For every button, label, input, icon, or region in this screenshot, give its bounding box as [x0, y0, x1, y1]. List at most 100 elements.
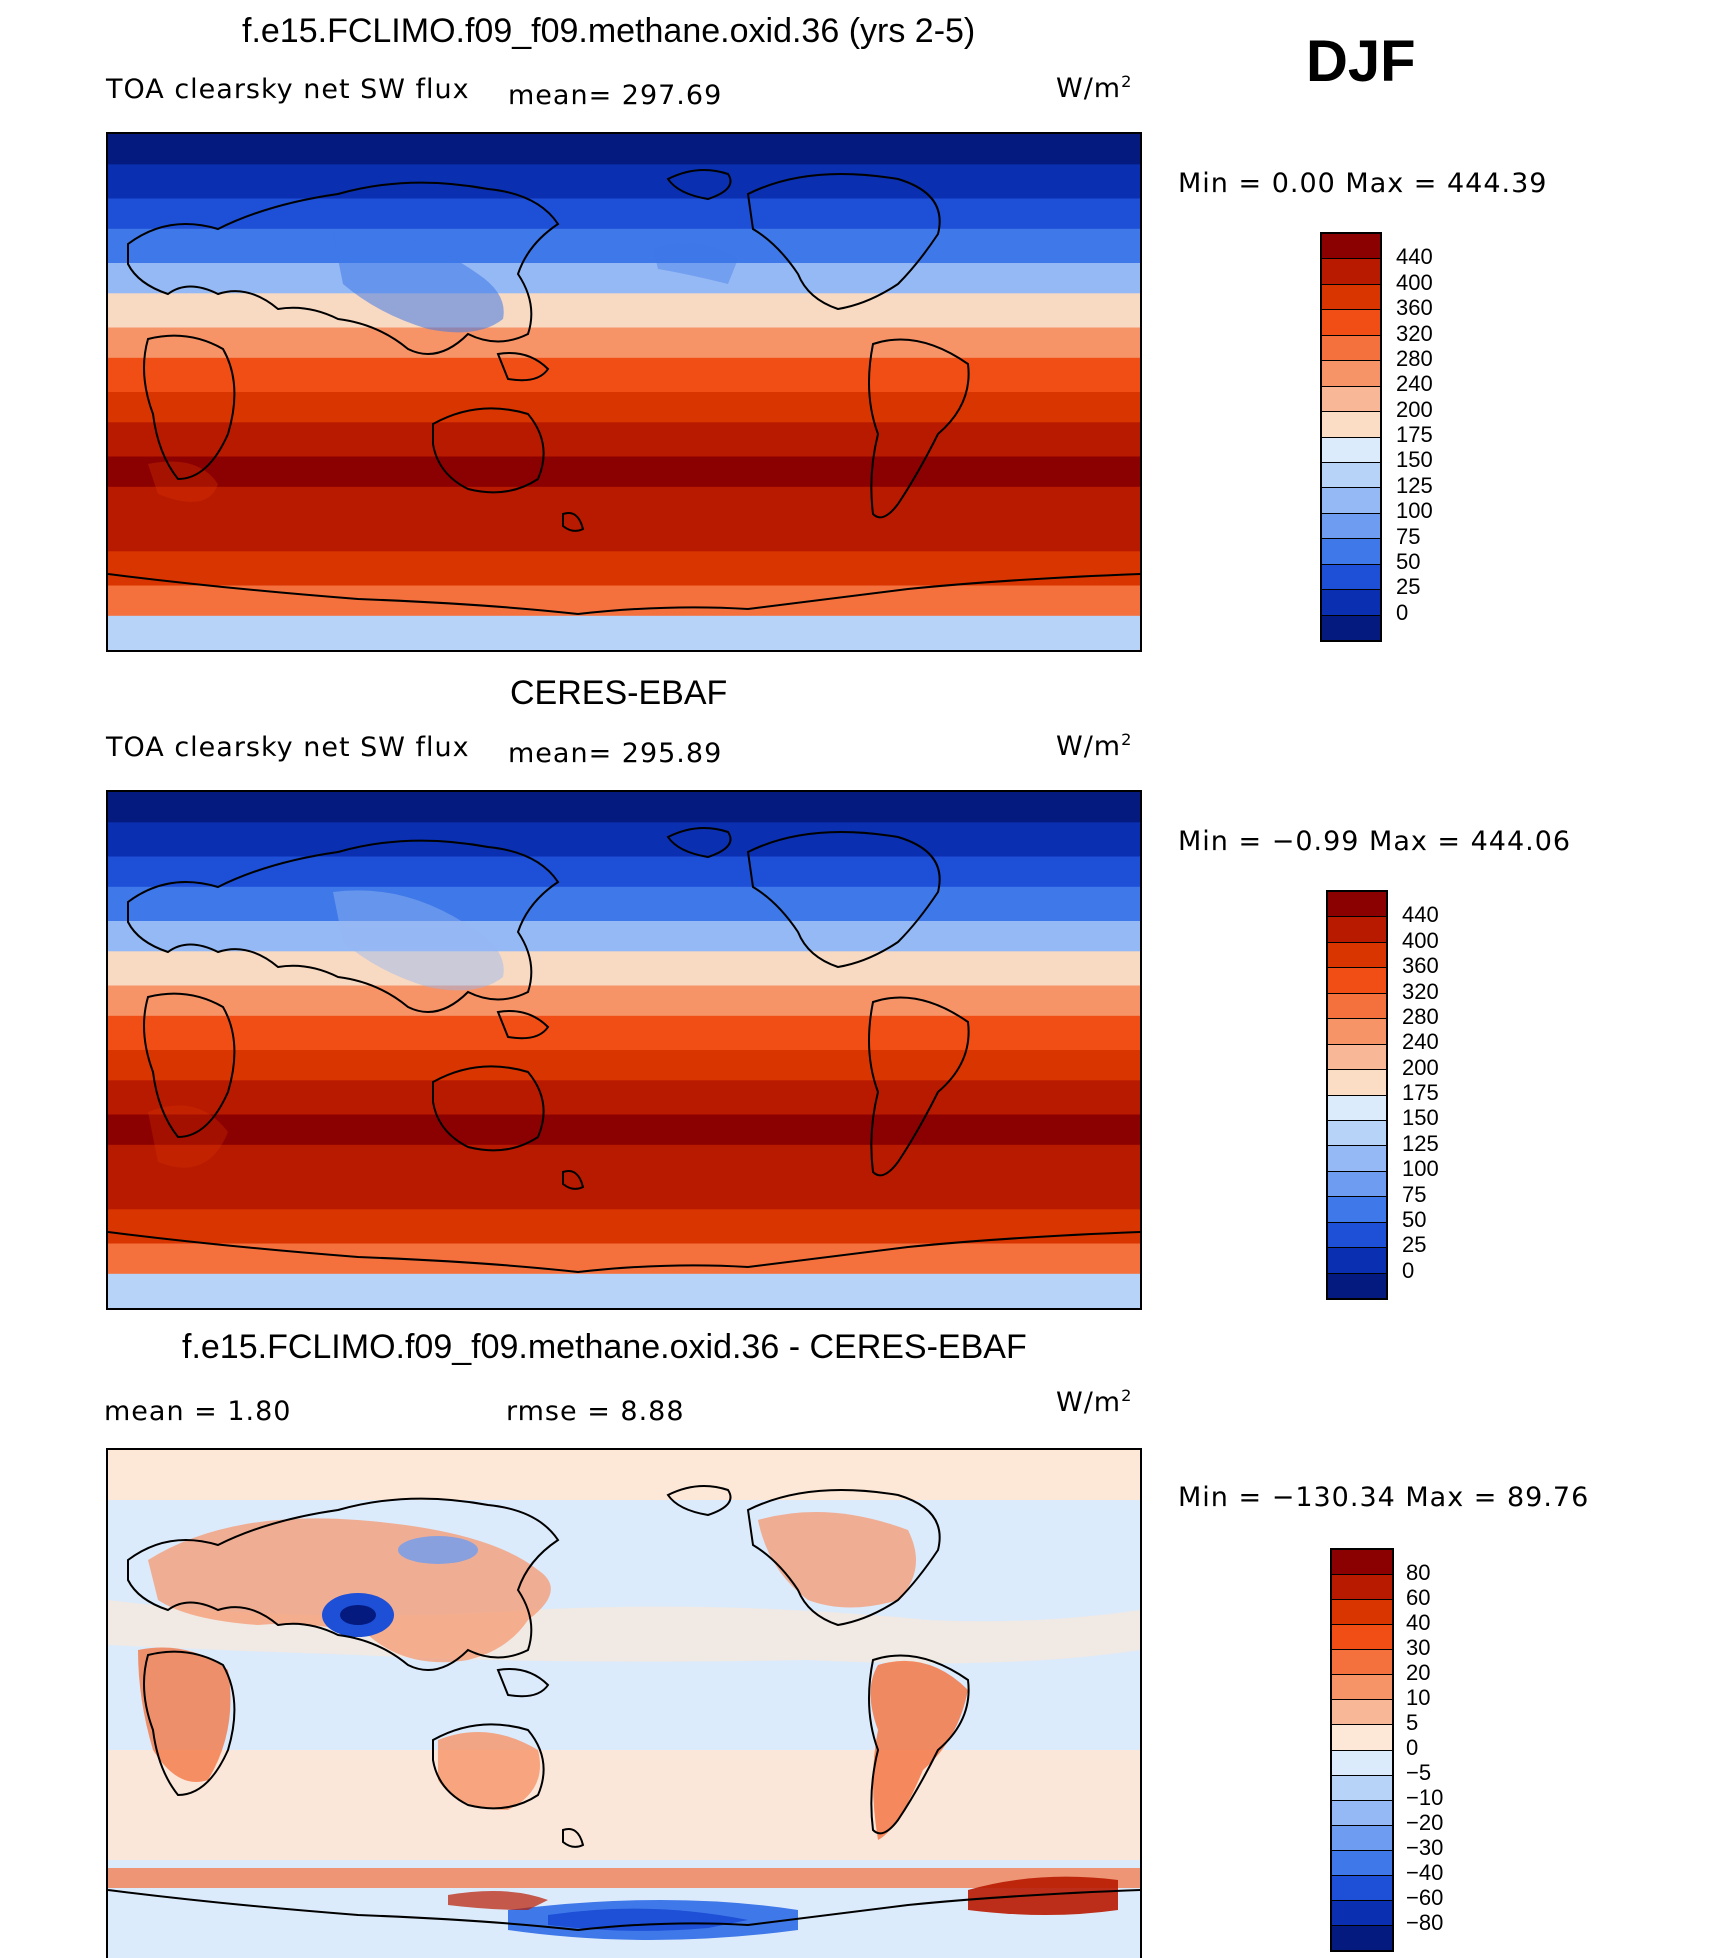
- coastline: [127, 839, 560, 1013]
- colorbar-tick-label: 175: [1402, 1080, 1439, 1105]
- colorbar-tick-label: −40: [1406, 1860, 1444, 1885]
- colorbar-tick-label: 80: [1406, 1560, 1431, 1585]
- colorbar-tick-label: −10: [1406, 1785, 1444, 1810]
- flux-band: [108, 921, 1140, 958]
- sw-bands-1: [108, 134, 1140, 650]
- colorbar-tick-label: 100: [1396, 498, 1433, 524]
- colorbar-swatch: [1332, 1800, 1392, 1826]
- panel-2-title: CERES-EBAF: [510, 674, 728, 712]
- flux-band: [108, 1050, 1140, 1087]
- coastline: [496, 1010, 550, 1040]
- panel-3-colorbar: [1330, 1548, 1394, 1952]
- flux-band: [108, 615, 1140, 650]
- colorbar-tick-label: 440: [1402, 902, 1439, 928]
- coastline: [666, 1485, 732, 1517]
- panel-3-colorbar-labels: 80 60 40 30 20 10 5 0 −5 −10 −20 −30 −40 −60 −80: [1406, 1548, 1496, 1948]
- colorbar-tick-label: 320: [1396, 320, 1433, 346]
- flux-band: [108, 1179, 1140, 1216]
- panel-2-colorbar: [1326, 890, 1388, 1300]
- colorbar-tick-label: 150: [1402, 1105, 1439, 1131]
- colorbar-swatch: [1322, 564, 1380, 591]
- colorbar-tick-label: 240: [1402, 1029, 1439, 1055]
- coastline: [432, 1065, 545, 1152]
- panel-3-map-svg: [108, 1450, 1140, 1958]
- colorbar-swatch: [1332, 1625, 1392, 1651]
- coastline: [562, 1170, 585, 1190]
- colorbar-tick-label: 20: [1406, 1660, 1431, 1685]
- colorbar-tick-label: 280: [1396, 345, 1433, 371]
- colorbar-swatch: [1328, 1095, 1386, 1121]
- colorbar-swatch: [1332, 1900, 1392, 1926]
- flux-band: [108, 392, 1140, 429]
- coastline: [746, 831, 941, 969]
- flux-band: [108, 164, 1140, 201]
- colorbar-tick-label: 25: [1396, 574, 1421, 600]
- colorbar-tick-label: 5: [1406, 1710, 1419, 1735]
- panel-1-units: W/m2: [1056, 72, 1133, 104]
- flux-band: [108, 198, 1140, 235]
- flux-band: [108, 357, 1140, 395]
- flux-band: [108, 456, 1140, 493]
- season-label: DJF: [1306, 29, 1416, 94]
- colorbar-swatch: [1328, 1019, 1386, 1045]
- colorbar-swatch: [1328, 1120, 1386, 1147]
- panel-1-minmax: Min = 0.00 Max = 444.39: [1178, 168, 1548, 199]
- colorbar-tick-label: 175: [1396, 422, 1433, 447]
- panel-3-title: f.e15.FCLIMO.f09_f09.methane.oxid.36 - C…: [182, 1328, 1027, 1366]
- flux-band: [108, 521, 1140, 558]
- panel-2-map-svg: [108, 792, 1140, 1308]
- colorbar-swatch: [1322, 513, 1380, 540]
- panel-2-minmax: Min = −0.99 Max = 444.06: [1178, 826, 1572, 857]
- colorbar-tick-label: 280: [1402, 1003, 1439, 1029]
- panel-1-colorbar-labels: 440 400 360 320 280 240 200 175 150 125 100 75 50 25 0: [1396, 232, 1486, 638]
- colorbar-swatch: [1332, 1850, 1392, 1876]
- colorbar-swatch: [1332, 1675, 1392, 1701]
- coastline: [496, 1668, 550, 1698]
- panel-1-title: f.e15.FCLIMO.f09_f09.methane.oxid.36 (yr…: [242, 12, 976, 50]
- colorbar-tick-label: 100: [1402, 1156, 1439, 1182]
- flux-band: [108, 228, 1140, 266]
- colorbar-tick-label: 0: [1406, 1735, 1419, 1760]
- flux-band: [108, 134, 1140, 171]
- panel-1-mean: mean= 297.69: [508, 80, 723, 111]
- coastline: [562, 512, 585, 532]
- colorbar-swatch: [1328, 1146, 1386, 1172]
- colorbar-swatch: [1322, 539, 1380, 565]
- coastline: [143, 992, 236, 1139]
- colorbar-swatch: [1328, 1044, 1386, 1071]
- flux-band: [108, 856, 1140, 893]
- colorbar-swatch: [1332, 1925, 1392, 1950]
- colorbar-swatch: [1322, 590, 1380, 616]
- flux-band: [108, 951, 1140, 988]
- colorbar-tick-label: 360: [1402, 953, 1439, 979]
- flux-band: [108, 1114, 1140, 1151]
- panel-1-map: [106, 132, 1142, 652]
- flux-band: [108, 486, 1140, 524]
- diff-warm-bands: [108, 1450, 1140, 1860]
- coastline: [127, 1497, 560, 1671]
- coastline: [746, 1489, 941, 1627]
- colorbar-swatch: [1332, 1700, 1392, 1726]
- colorbar-swatch: [1322, 310, 1380, 336]
- colorbar-swatch: [1332, 1550, 1392, 1576]
- flux-band: [108, 1015, 1140, 1053]
- colorbar-tick-label: 50: [1402, 1206, 1427, 1232]
- colorbar-tick-label: 75: [1396, 523, 1421, 549]
- colorbar-swatch: [1332, 1825, 1392, 1851]
- flux-band: [108, 293, 1140, 330]
- flux-band: [108, 792, 1140, 829]
- flux-band: [108, 551, 1140, 588]
- colorbar-tick-label: 150: [1396, 447, 1433, 473]
- coastline: [868, 996, 970, 1177]
- panel-1-colorbar: [1320, 232, 1382, 642]
- colorbar-swatch: [1328, 892, 1386, 918]
- colorbar-swatch: [1332, 1650, 1392, 1676]
- colorbar-tick-label: 10: [1406, 1685, 1431, 1710]
- coastline: [108, 1889, 1140, 1932]
- flux-band: [108, 886, 1140, 924]
- colorbar-tick-label: 0: [1396, 599, 1409, 625]
- flux-band: [108, 1080, 1140, 1117]
- colorbar-tick-label: −30: [1406, 1835, 1444, 1860]
- colorbar-tick-label: 40: [1406, 1610, 1431, 1635]
- colorbar-tick-label: 400: [1396, 269, 1433, 295]
